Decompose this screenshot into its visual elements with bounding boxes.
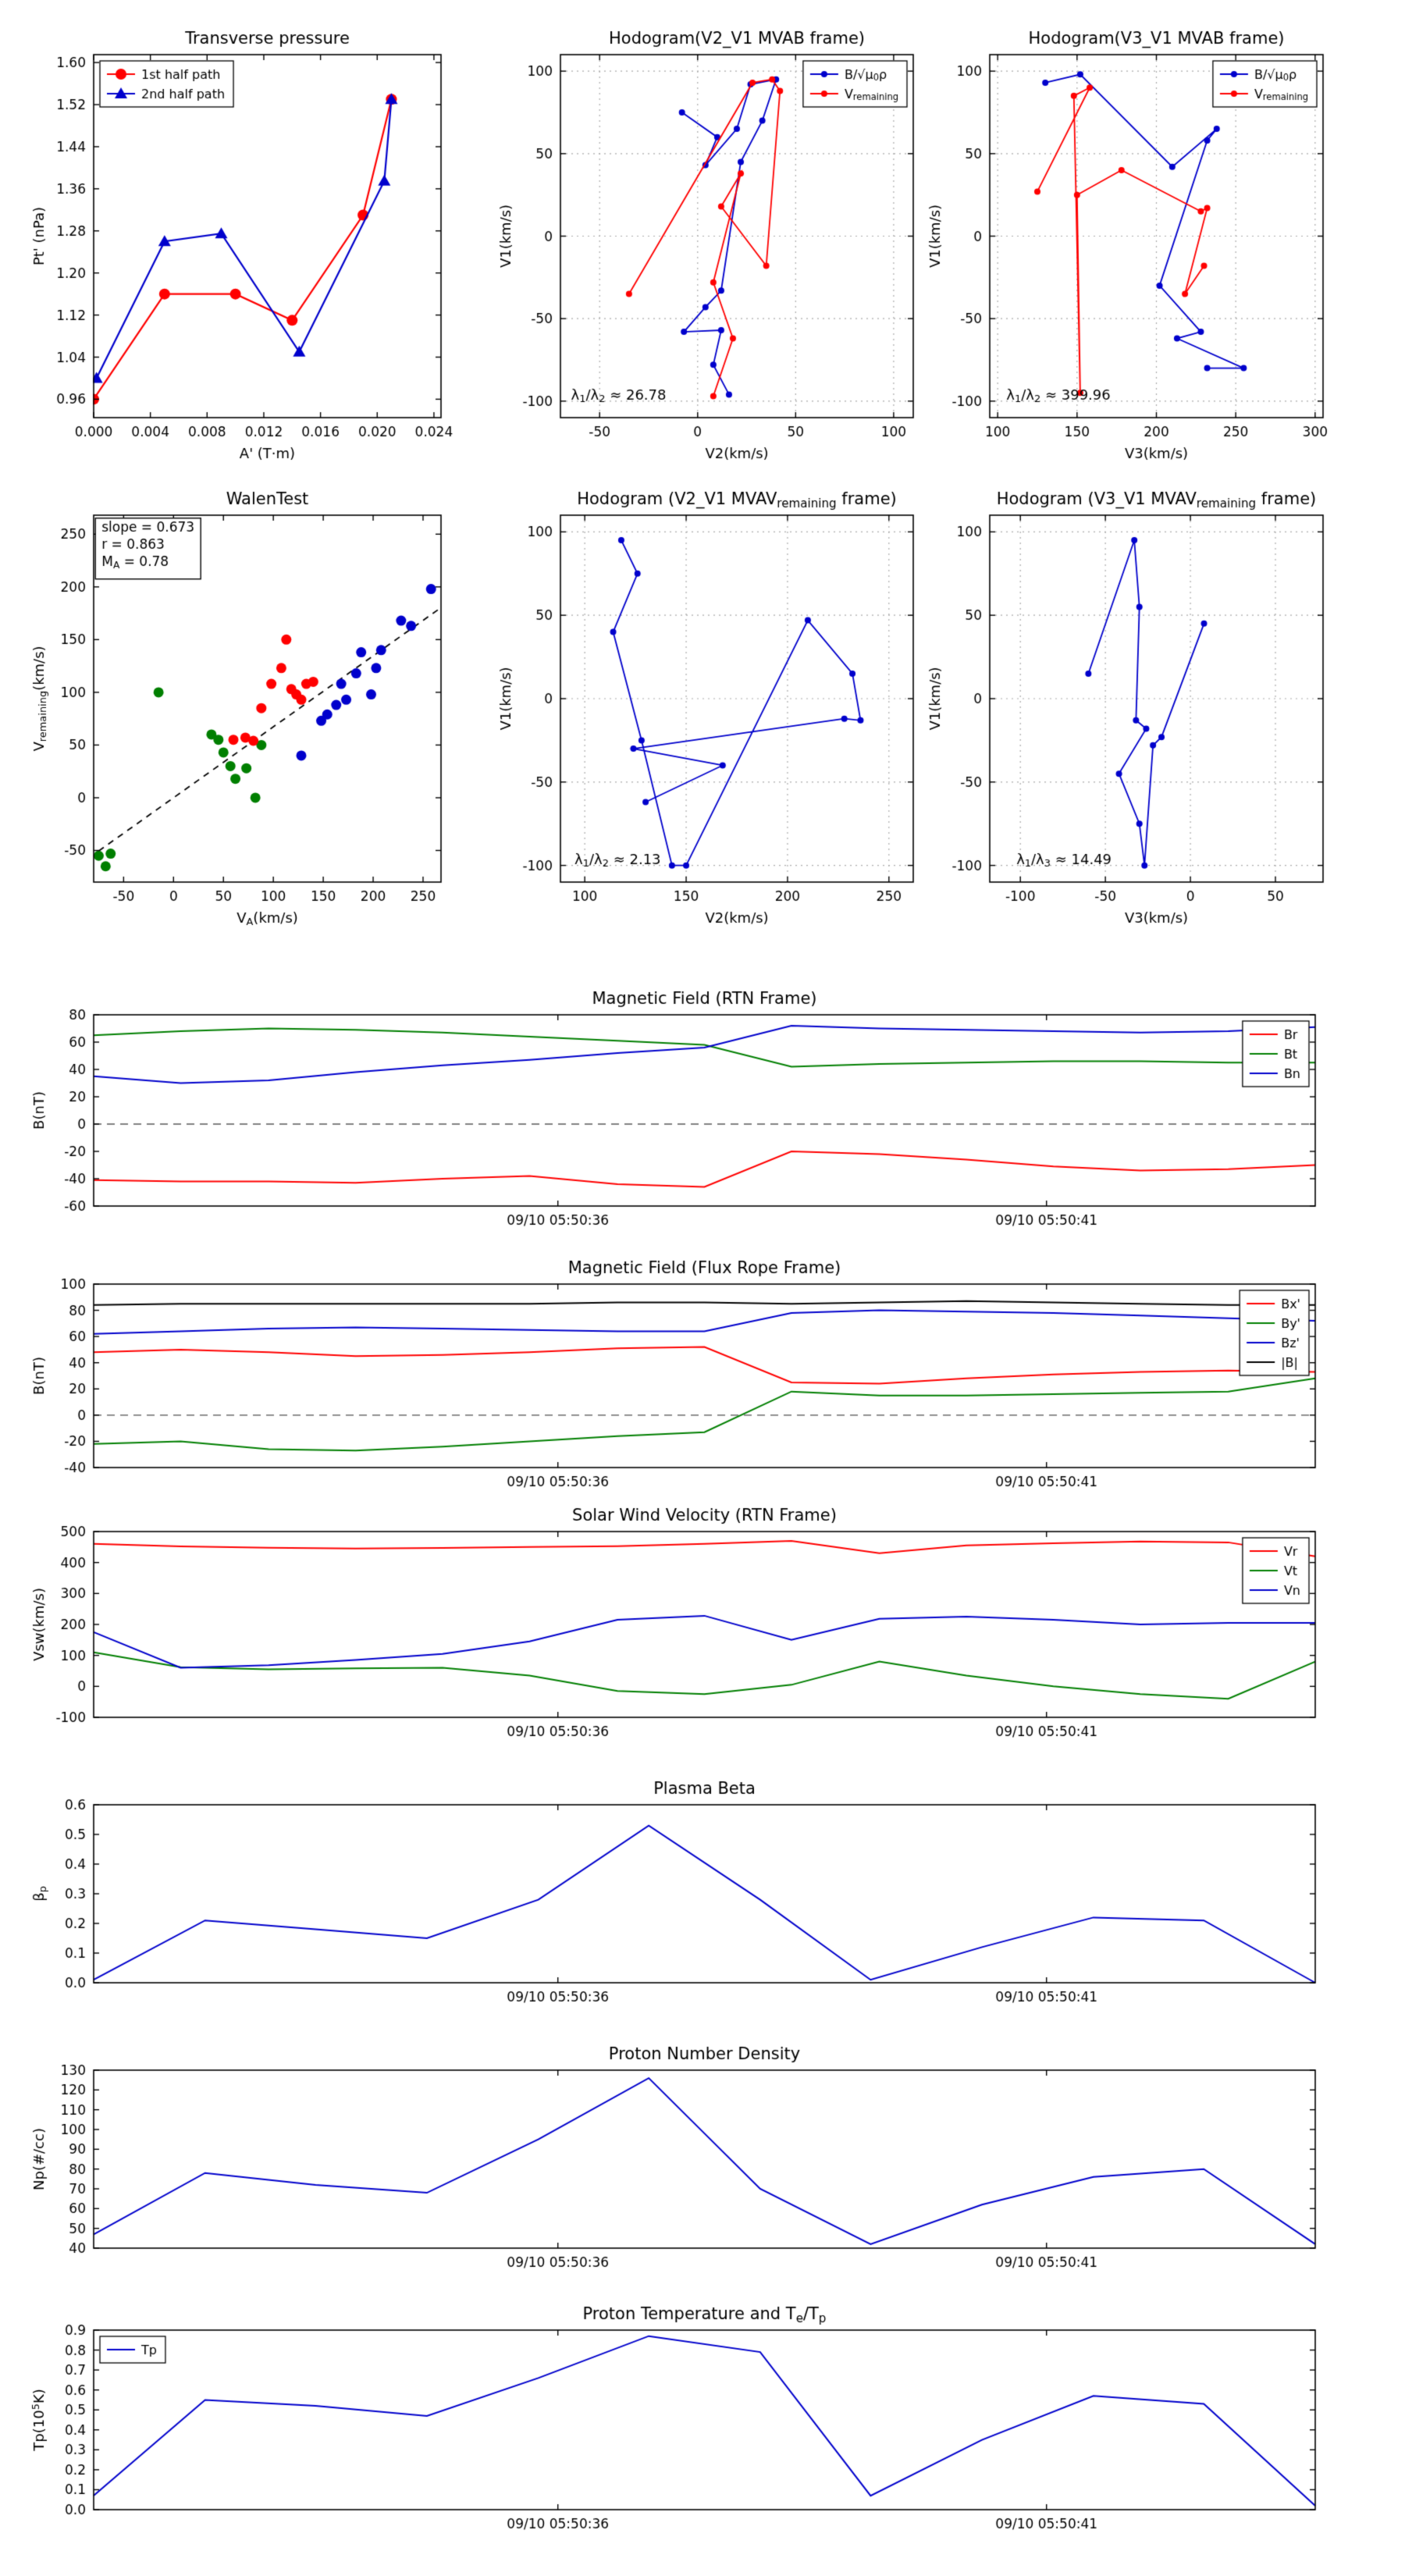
figure-canvas [0, 0, 1405, 2576]
figure-page [0, 0, 1405, 2576]
